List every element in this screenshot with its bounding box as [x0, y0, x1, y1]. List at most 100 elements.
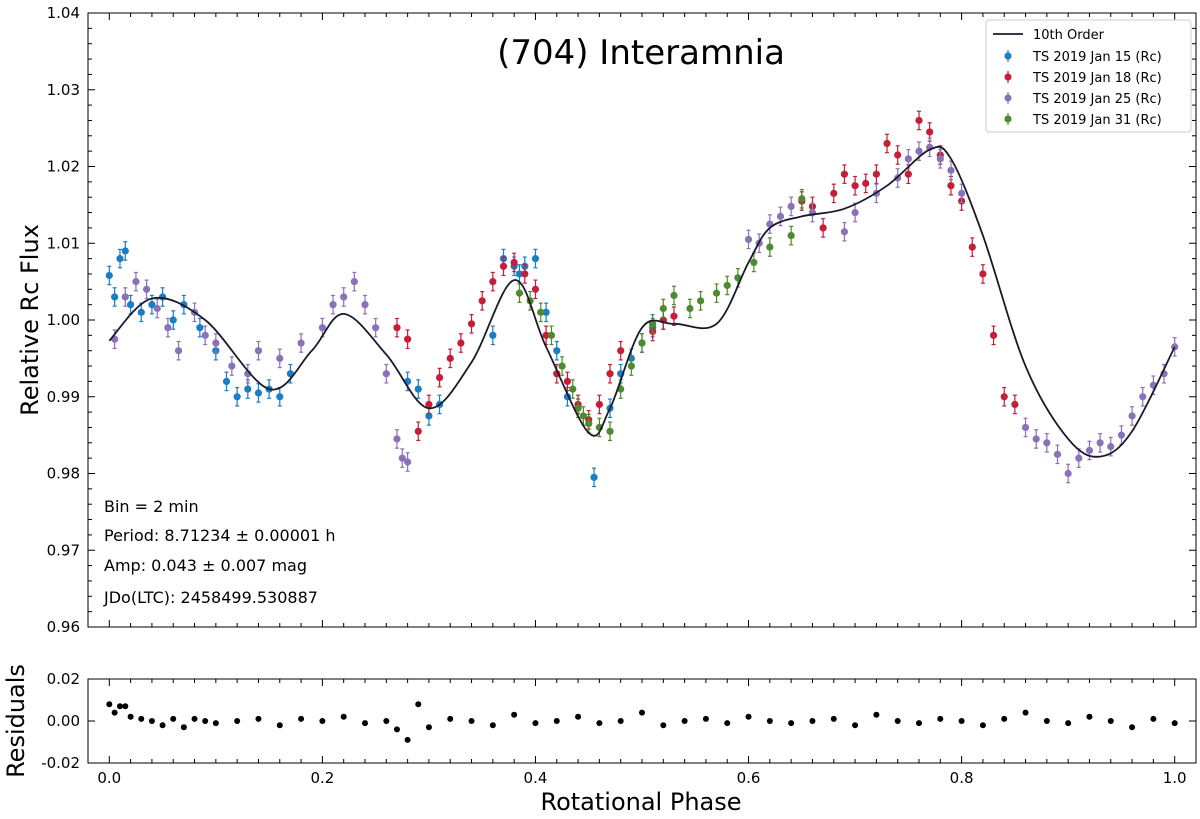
residual-point	[894, 718, 901, 724]
data-point	[947, 182, 955, 190]
legend: 10th Order TS 2019 Jan 15 (Rc)TS 2019 Ja…	[985, 19, 1192, 133]
data-point	[696, 297, 705, 305]
data-point	[904, 170, 912, 178]
data-point	[382, 370, 390, 378]
data-point	[1096, 439, 1104, 447]
amp-annotation: Amp: 0.043 ± 0.007 mag	[104, 556, 307, 575]
residual-point	[340, 713, 347, 720]
data-point	[872, 170, 880, 178]
data-point	[686, 304, 694, 313]
main-y-tick-label: 1.03	[47, 81, 80, 99]
data-point	[121, 293, 129, 301]
residual-point	[180, 724, 187, 731]
main-y-tick-labels: 0.96 0.97 0.98 0.99 1.00 1.01 1.02 1.03 1.04	[47, 4, 80, 636]
residual-point	[489, 722, 496, 729]
residual-point	[745, 713, 752, 720]
data-point	[590, 473, 598, 481]
residual-point	[830, 715, 837, 722]
legend-label: TS 2019 Jan 15 (Rc)	[1032, 50, 1162, 65]
residual-point	[596, 720, 603, 727]
res-y-tick-label: -0.02	[41, 754, 80, 772]
residual-point	[415, 701, 422, 708]
data-point	[201, 331, 209, 339]
x-tick-labels: 0.0 0.2 0.4 0.6 0.8 1.0	[97, 769, 1186, 787]
x-tick-label: 1.0	[1163, 769, 1187, 787]
residual-point	[276, 722, 283, 729]
main-y-tick-label: 0.99	[47, 388, 80, 406]
chart-title: (704) Interamnia	[497, 33, 785, 73]
main-series-layer	[105, 110, 1179, 488]
data-point	[228, 362, 236, 370]
data-point	[862, 179, 870, 187]
data-point	[350, 278, 358, 286]
data-point	[915, 116, 923, 125]
data-point	[537, 308, 545, 316]
data-point	[1117, 431, 1126, 439]
residual-point	[1086, 713, 1093, 720]
residual-point	[702, 715, 709, 722]
data-point	[712, 289, 721, 297]
data-point	[558, 362, 566, 370]
data-point	[649, 320, 657, 328]
data-point	[947, 166, 955, 174]
series-3	[111, 137, 1179, 484]
residual-points-layer	[106, 701, 1178, 743]
data-point	[196, 324, 204, 332]
data-point	[547, 331, 556, 339]
data-point	[276, 393, 284, 401]
residual-point	[1022, 709, 1029, 716]
data-point	[979, 270, 987, 278]
data-point	[1139, 393, 1147, 401]
data-point	[254, 389, 263, 397]
data-point	[174, 347, 183, 355]
residual-point	[138, 715, 145, 722]
legend-box	[985, 19, 1192, 133]
data-point	[1053, 450, 1062, 458]
residual-point	[958, 718, 965, 724]
main-y-tick-label: 1.01	[47, 234, 80, 252]
data-point	[142, 285, 151, 293]
data-point	[883, 139, 891, 148]
data-point	[531, 255, 540, 263]
data-point	[132, 278, 140, 286]
data-point	[515, 289, 524, 297]
data-point	[404, 458, 412, 466]
residual-y-tick-labels: -0.02 0.00 0.02	[41, 670, 80, 772]
data-point	[766, 243, 774, 251]
data-point	[515, 270, 524, 278]
main-y-tick-label: 0.96	[47, 618, 80, 636]
data-point	[169, 316, 177, 324]
x-tick-label: 0.2	[310, 769, 334, 787]
data-point	[659, 304, 667, 313]
data-point	[1064, 469, 1072, 478]
residual-point	[383, 718, 390, 724]
data-point	[1011, 400, 1019, 409]
data-point	[393, 324, 401, 332]
residual-point	[202, 718, 209, 724]
residual-point	[255, 715, 262, 722]
data-point	[553, 347, 561, 355]
residual-point	[617, 718, 624, 724]
residual-point	[191, 715, 198, 722]
data-point	[164, 324, 172, 332]
data-point	[414, 385, 422, 393]
residual-point	[788, 720, 795, 727]
data-point	[361, 301, 369, 309]
data-point	[1128, 412, 1136, 420]
data-point	[297, 339, 305, 347]
residual-point	[106, 701, 113, 708]
residual-point	[1129, 724, 1136, 731]
residual-point	[1107, 718, 1114, 724]
data-point	[372, 324, 380, 332]
residual-point	[979, 722, 986, 729]
data-point	[457, 339, 465, 347]
main-y-tick-label: 1.02	[47, 158, 80, 176]
data-point	[606, 427, 614, 435]
data-point	[670, 312, 678, 320]
series-2	[393, 110, 1019, 442]
data-point	[521, 270, 529, 278]
residual-point	[148, 718, 155, 724]
residual-point	[362, 720, 368, 727]
data-point	[723, 281, 731, 290]
